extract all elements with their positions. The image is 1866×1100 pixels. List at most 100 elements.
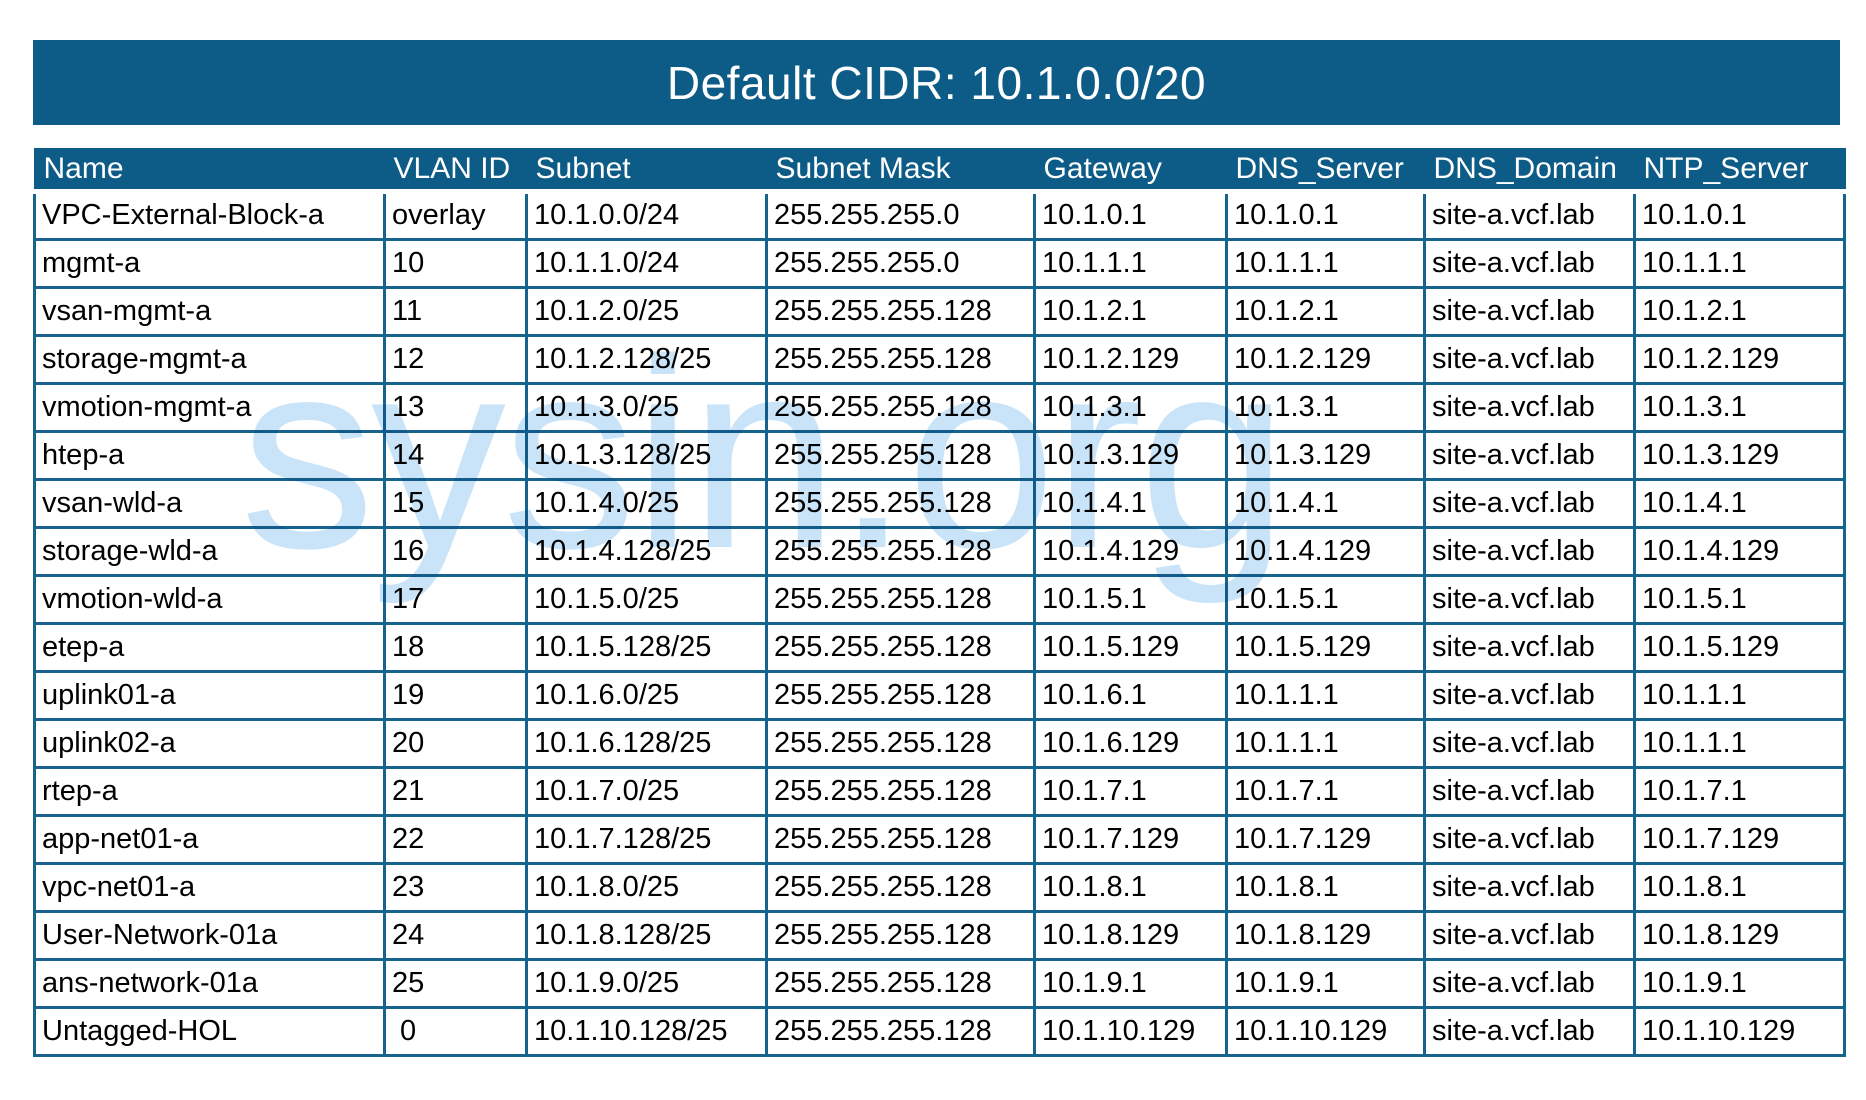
table-cell: 16 [383,525,528,577]
table-cell: 10.1.2.1 [1633,285,1846,337]
table-cell: 10.1.2.128/25 [525,333,768,385]
table-cell: 23 [383,861,528,913]
table-cell: 10.1.8.1 [1033,861,1228,913]
table-row: storage-wld-a 16 10.1.4.128/25 255.255.255.… [33,525,1846,577]
table-cell: 10.1.7.129 [1033,813,1228,865]
table-cell: uplink02-a [33,717,386,769]
table-cell: 10.1.7.128/25 [525,813,768,865]
table-row: vsan-wld-a 15 10.1.4.0/25 255.255.255.128 10… [33,477,1846,529]
table-cell: 10.1.9.0/25 [525,957,768,1009]
table-cell: vsan-wld-a [33,477,386,529]
table-cell: storage-wld-a [33,525,386,577]
table-cell: 10.1.1.1 [1225,717,1426,769]
table-cell: 10.1.10.129 [1633,1005,1846,1057]
table-cell: User-Network-01a [33,909,386,961]
table-cell: 10.1.9.1 [1225,957,1426,1009]
table-cell: 10.1.10.129 [1225,1005,1426,1057]
table-cell: 10.1.5.1 [1033,573,1228,625]
table-cell: 13 [383,381,528,433]
table-cell: site-a.vcf.lab [1423,525,1636,577]
table-cell: 10.1.6.0/25 [525,669,768,721]
table-cell: 10.1.8.129 [1033,909,1228,961]
table-cell: 14 [383,429,528,481]
table-cell: vsan-mgmt-a [33,285,386,337]
table-cell: 10.1.0.1 [1225,189,1426,241]
table-row: etep-a 18 10.1.5.128/25 255.255.255.128 10.1… [33,621,1846,673]
table-cell: 10.1.9.1 [1033,957,1228,1009]
table-cell: 10.1.7.0/25 [525,765,768,817]
table-cell: 10.1.5.1 [1633,573,1846,625]
network-config-table: Name VLAN ID Subnet Subnet Mask Gateway DNS_S… [33,148,1846,1057]
table-row: vmotion-mgmt-a 13 10.1.3.0/25 255.255.255.1… [33,381,1846,433]
table-cell: 10.1.4.1 [1033,477,1228,529]
table-cell: 10.1.5.129 [1225,621,1426,673]
table-cell: 10.1.1.1 [1225,237,1426,289]
table-cell: 255.255.255.128 [765,525,1036,577]
table-cell: 10.1.2.129 [1633,333,1846,385]
table-cell: 21 [383,765,528,817]
table-cell: 10 [383,237,528,289]
table-cell: 10.1.4.1 [1633,477,1846,529]
table-cell: 10.1.8.128/25 [525,909,768,961]
table-cell: 10.1.3.1 [1225,381,1426,433]
table-cell: 10.1.4.129 [1633,525,1846,577]
table-row: vmotion-wld-a 17 10.1.5.0/25 255.255.255.12… [33,573,1846,625]
table-cell: site-a.vcf.lab [1423,1005,1636,1057]
table-cell: 12 [383,333,528,385]
table-cell: site-a.vcf.lab [1423,429,1636,481]
table-cell: 10.1.10.129 [1033,1005,1228,1057]
table-cell: 10.1.8.0/25 [525,861,768,913]
table-cell: app-net01-a [33,813,386,865]
table-cell: 10.1.3.0/25 [525,381,768,433]
table-cell: 10.1.0.1 [1033,189,1228,241]
table-cell: 255.255.255.128 [765,1005,1036,1057]
table-cell: 10.1.2.1 [1225,285,1426,337]
table-header-row: Name VLAN ID Subnet Subnet Mask Gateway DNS_S… [33,148,1846,194]
table-cell: 255.255.255.128 [765,381,1036,433]
table-cell: 255.255.255.128 [765,573,1036,625]
table-row: Untagged-HOL 0 10.1.10.128/25 255.255.255.… [33,1005,1846,1057]
table-cell: 18 [383,621,528,673]
table-cell: 24 [383,909,528,961]
column-header: DNS_Server [1225,148,1426,194]
table-cell: site-a.vcf.lab [1423,189,1636,241]
table-cell: 10.1.3.129 [1225,429,1426,481]
table-cell: 10.1.8.129 [1225,909,1426,961]
table-row: uplink01-a 19 10.1.6.0/25 255.255.255.128 10… [33,669,1846,721]
table-cell: 20 [383,717,528,769]
column-header: VLAN ID [383,148,528,194]
table-cell: VPC-External-Block-a [33,189,386,241]
table-cell: site-a.vcf.lab [1423,813,1636,865]
table-cell: 10.1.2.129 [1225,333,1426,385]
table-cell: 10.1.4.129 [1033,525,1228,577]
table-cell: 10.1.5.128/25 [525,621,768,673]
title-bar: Default CIDR: 10.1.0.0/20 [33,40,1840,125]
table-cell: site-a.vcf.lab [1423,669,1636,721]
table-cell: site-a.vcf.lab [1423,717,1636,769]
table-cell: 10.1.5.1 [1225,573,1426,625]
table-row: htep-a 14 10.1.3.128/25 255.255.255.128 10.1… [33,429,1846,481]
table-cell: 10.1.7.1 [1033,765,1228,817]
table-cell: ans-network-01a [33,957,386,1009]
table-cell: site-a.vcf.lab [1423,765,1636,817]
table-cell: 10.1.8.1 [1633,861,1846,913]
table-row: ans-network-01a 25 10.1.9.0/25 255.255.255.… [33,957,1846,1009]
table-row: uplink02-a 20 10.1.6.128/25 255.255.255.128… [33,717,1846,769]
column-header: NTP_Server [1633,148,1846,194]
table-cell: 10.1.4.0/25 [525,477,768,529]
table-cell: site-a.vcf.lab [1423,285,1636,337]
column-header: Subnet Mask [765,148,1036,194]
table-cell: 255.255.255.0 [765,237,1036,289]
table-cell: site-a.vcf.lab [1423,621,1636,673]
table-cell: 22 [383,813,528,865]
table-cell: 10.1.1.0/24 [525,237,768,289]
table-cell: 19 [383,669,528,721]
table-cell: etep-a [33,621,386,673]
column-header: Subnet [525,148,768,194]
table-cell: 10.1.4.128/25 [525,525,768,577]
table-row: User-Network-01a 24 10.1.8.128/25 255.255.2… [33,909,1846,961]
table-cell: vmotion-mgmt-a [33,381,386,433]
table-cell: 255.255.255.128 [765,813,1036,865]
table-cell: 10.1.3.128/25 [525,429,768,481]
